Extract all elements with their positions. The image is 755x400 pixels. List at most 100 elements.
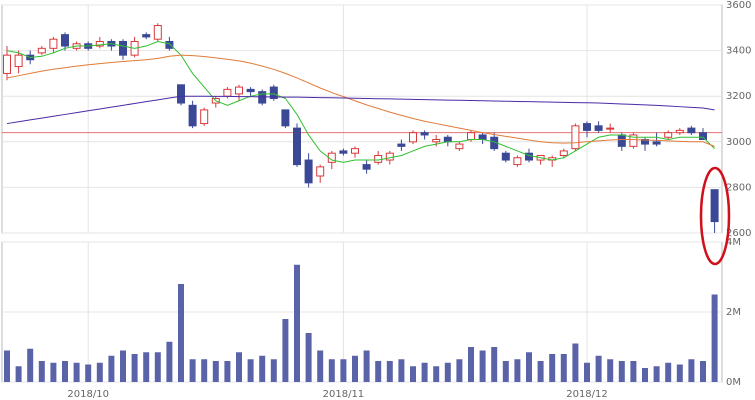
y-tick-label: 3000 bbox=[726, 137, 751, 148]
volume-bar bbox=[189, 359, 196, 382]
volume-bar bbox=[711, 294, 718, 382]
candle-body bbox=[281, 109, 290, 127]
candle-body bbox=[200, 109, 209, 125]
volume-bar bbox=[38, 361, 45, 382]
y-tick-label: 2M bbox=[726, 307, 741, 318]
volume-bar bbox=[178, 284, 184, 382]
volume-bar bbox=[247, 359, 254, 382]
candle-body bbox=[374, 154, 383, 163]
volume-bar bbox=[421, 362, 428, 382]
volume-bar bbox=[212, 361, 219, 382]
candle-body bbox=[177, 84, 185, 104]
volume-bar bbox=[502, 361, 509, 382]
volume-bar bbox=[700, 361, 706, 382]
candle-body bbox=[467, 132, 475, 141]
volume-bar bbox=[131, 354, 138, 382]
candle-body bbox=[652, 141, 661, 145]
volume-bar bbox=[328, 359, 335, 382]
volume-bar bbox=[340, 359, 347, 382]
candle-body bbox=[153, 25, 162, 40]
price-panel bbox=[1, 4, 723, 234]
volume-bar bbox=[154, 352, 161, 382]
candle-body bbox=[629, 134, 638, 147]
candle-body bbox=[571, 125, 580, 150]
candle-body bbox=[710, 189, 719, 223]
candle-body bbox=[699, 132, 707, 141]
candle-body bbox=[49, 38, 58, 49]
candle-body bbox=[409, 132, 417, 143]
candle-body bbox=[362, 164, 371, 170]
volume-bar bbox=[282, 319, 289, 382]
candle-body bbox=[316, 166, 325, 177]
volume-bar bbox=[537, 361, 544, 382]
volume-bar bbox=[317, 350, 324, 382]
y-tick-label: 3400 bbox=[726, 46, 751, 57]
volume-bar bbox=[595, 355, 602, 382]
candle-body bbox=[687, 127, 696, 134]
volume-bar bbox=[491, 347, 498, 382]
volume-bar bbox=[259, 355, 266, 382]
moving-average bbox=[6, 40, 715, 163]
volume-bar bbox=[224, 361, 231, 382]
volume-bar bbox=[433, 366, 440, 382]
candle-body bbox=[119, 40, 127, 56]
volume-bar bbox=[398, 359, 405, 382]
y-tick-label: 3200 bbox=[726, 91, 751, 102]
candle-body bbox=[351, 148, 359, 154]
volume-bar bbox=[410, 366, 416, 382]
candle-body bbox=[420, 132, 429, 136]
volume-bar bbox=[560, 354, 567, 382]
volume-bar bbox=[386, 361, 393, 382]
candle-body bbox=[559, 150, 568, 156]
volume-bar bbox=[73, 362, 80, 382]
volume-bar bbox=[15, 366, 22, 382]
volume-bar bbox=[166, 341, 173, 382]
volume-bar bbox=[607, 359, 614, 382]
volume-bar bbox=[665, 362, 672, 382]
volume-bar bbox=[50, 362, 57, 382]
candle-body bbox=[617, 134, 626, 147]
volume-bar bbox=[352, 355, 358, 382]
moving-average bbox=[6, 54, 715, 147]
volume-bar bbox=[688, 359, 695, 382]
highlight-ellipse bbox=[699, 166, 731, 266]
candle-body bbox=[397, 143, 406, 147]
volume-bar bbox=[572, 343, 579, 382]
volume-bar bbox=[305, 333, 312, 382]
candle-body bbox=[443, 136, 452, 143]
candle-body bbox=[14, 54, 23, 68]
x-tick-label: 2018/10 bbox=[67, 389, 109, 400]
candle-body bbox=[455, 143, 464, 150]
candle-body bbox=[188, 104, 197, 127]
candle-body bbox=[432, 139, 441, 143]
y-tick-label: 2800 bbox=[726, 182, 751, 193]
volume-bar bbox=[514, 359, 521, 382]
candle-body bbox=[478, 134, 487, 141]
candle-body bbox=[142, 34, 151, 38]
candle-body bbox=[246, 88, 255, 93]
candle-body bbox=[165, 40, 174, 49]
candle-body bbox=[594, 125, 603, 131]
volume-bar bbox=[120, 350, 126, 382]
volume-bar bbox=[468, 347, 474, 382]
candle-body bbox=[95, 40, 104, 47]
candle-body bbox=[664, 132, 673, 138]
y-tick-label: 3600 bbox=[726, 0, 751, 11]
candle-body bbox=[61, 34, 69, 47]
volume-bar bbox=[642, 368, 648, 382]
candle-body bbox=[223, 88, 232, 97]
candle-body bbox=[583, 123, 591, 131]
volume-bar bbox=[618, 361, 625, 382]
candle-body bbox=[513, 157, 522, 166]
x-tick-label: 2018/11 bbox=[323, 389, 365, 400]
candle-body bbox=[675, 129, 684, 134]
volume-bar bbox=[62, 361, 68, 382]
volume-bar bbox=[549, 354, 556, 382]
volume-bar bbox=[676, 364, 683, 382]
candle-body bbox=[304, 159, 313, 184]
volume-bar bbox=[444, 362, 451, 382]
candle-body bbox=[269, 86, 278, 99]
volume-bar bbox=[456, 359, 463, 382]
volume-bar bbox=[363, 350, 370, 382]
